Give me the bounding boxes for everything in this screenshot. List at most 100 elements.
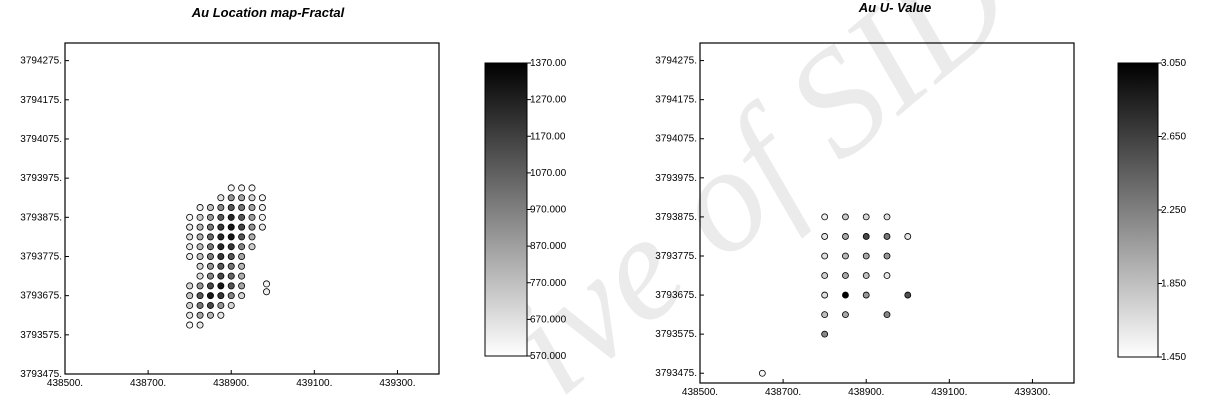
- x-tick-label: 439300.: [1014, 387, 1050, 398]
- data-point: [206, 243, 214, 251]
- colorbar-label: 3.050: [1161, 58, 1186, 69]
- y-tick-label: 3793575.: [20, 330, 62, 341]
- data-point: [227, 272, 235, 280]
- colorbar-label: 1370.00: [530, 58, 567, 69]
- data-point: [263, 280, 271, 288]
- data-point: [196, 292, 204, 300]
- data-point: [227, 194, 235, 202]
- data-point: [206, 272, 214, 280]
- data-point: [206, 223, 214, 231]
- plot-frame: [699, 42, 1075, 384]
- data-point: [196, 223, 204, 231]
- data-point: [248, 204, 256, 212]
- data-point: [227, 292, 235, 300]
- data-point: [206, 213, 214, 221]
- data-point: [227, 184, 235, 192]
- y-tick-label: 3794275.: [20, 56, 62, 67]
- y-tick-label: 3793675.: [655, 290, 697, 301]
- colorbar-label: 1.850: [1161, 279, 1186, 290]
- chart-au-location-map-fractal: Au Location map-Fractal 3793475. 3793575. 3…: [20, 5, 566, 389]
- data-point: [227, 252, 235, 260]
- data-point: [883, 213, 891, 221]
- y-tick-label: 3793875.: [20, 212, 62, 223]
- data-point: [196, 311, 204, 319]
- colorbar-label: 870.000: [530, 241, 567, 252]
- data-point: [217, 292, 225, 300]
- colorbar-label: 2.650: [1161, 132, 1186, 143]
- data-point: [217, 223, 225, 231]
- data-point: [206, 311, 214, 319]
- data-point: [186, 321, 194, 329]
- data-point: [227, 213, 235, 221]
- colorbar: [1117, 62, 1159, 358]
- data-point: [821, 291, 829, 299]
- data-point: [248, 233, 256, 241]
- y-tick-label: 3793575.: [655, 329, 697, 340]
- chart-title: Au U- Value: [858, 0, 931, 15]
- data-point: [258, 213, 266, 221]
- y-tick-label: 3793475.: [655, 368, 697, 379]
- y-tick-label: 3793975.: [655, 173, 697, 184]
- data-point: [196, 262, 204, 270]
- data-point: [196, 233, 204, 241]
- x-tick-label: 438500.: [47, 378, 83, 389]
- chart-au-u-value: Au U- Value 3793475. 3793575. 3793675. 37937…: [655, 0, 1186, 398]
- x-tick-label: 438900.: [213, 378, 249, 389]
- data-point: [862, 213, 870, 221]
- colorbar: [484, 62, 528, 357]
- colorbar-label: 770.000: [530, 278, 567, 289]
- y-tick-label: 3794075.: [655, 134, 697, 145]
- data-point: [862, 272, 870, 279]
- data-point: [206, 262, 214, 270]
- y-tick-label: 3793775.: [20, 251, 62, 262]
- data-point: [248, 223, 256, 231]
- data-point: [206, 282, 214, 290]
- data-point: [186, 292, 194, 300]
- data-point: [842, 311, 849, 319]
- data-point: [217, 252, 225, 260]
- data-point: [758, 369, 766, 377]
- data-point: [258, 223, 266, 231]
- data-point: [196, 301, 204, 309]
- y-tick-label: 3793675.: [20, 291, 62, 302]
- data-point: [206, 252, 214, 260]
- x-tick-label: 438700.: [130, 378, 166, 389]
- data-point: [186, 243, 194, 251]
- x-tick-label: 438700.: [765, 387, 801, 398]
- data-point: [842, 291, 849, 299]
- data-point: [186, 252, 194, 260]
- data-point: [186, 233, 194, 241]
- data-point: [196, 272, 204, 280]
- data-point: [883, 311, 891, 319]
- data-point: [821, 272, 829, 279]
- data-point: [227, 262, 235, 270]
- colorbar-label: 570.000: [530, 351, 567, 362]
- x-tick-label: 439100.: [296, 378, 332, 389]
- data-point: [821, 233, 829, 240]
- data-point: [186, 223, 194, 231]
- data-point: [904, 233, 912, 240]
- data-point: [196, 204, 204, 212]
- data-point: [238, 194, 246, 202]
- data-point: [238, 243, 246, 251]
- data-point: [258, 194, 266, 202]
- data-point: [238, 223, 246, 231]
- data-point: [238, 292, 246, 300]
- data-point: [821, 311, 829, 319]
- data-point: [883, 272, 891, 279]
- data-point: [238, 272, 246, 280]
- data-point: [206, 292, 214, 300]
- data-point: [904, 291, 912, 299]
- data-point: [263, 288, 271, 296]
- data-point: [186, 311, 194, 319]
- data-point: [258, 204, 266, 212]
- data-point: [196, 252, 204, 260]
- y-tick-label: 3794075.: [20, 134, 62, 145]
- data-point: [821, 213, 829, 221]
- data-point: [842, 252, 849, 260]
- data-point: [217, 194, 225, 202]
- y-tick-label: 3794275.: [655, 56, 697, 67]
- data-point: [217, 301, 225, 309]
- data-point: [196, 213, 204, 221]
- data-point: [883, 233, 891, 240]
